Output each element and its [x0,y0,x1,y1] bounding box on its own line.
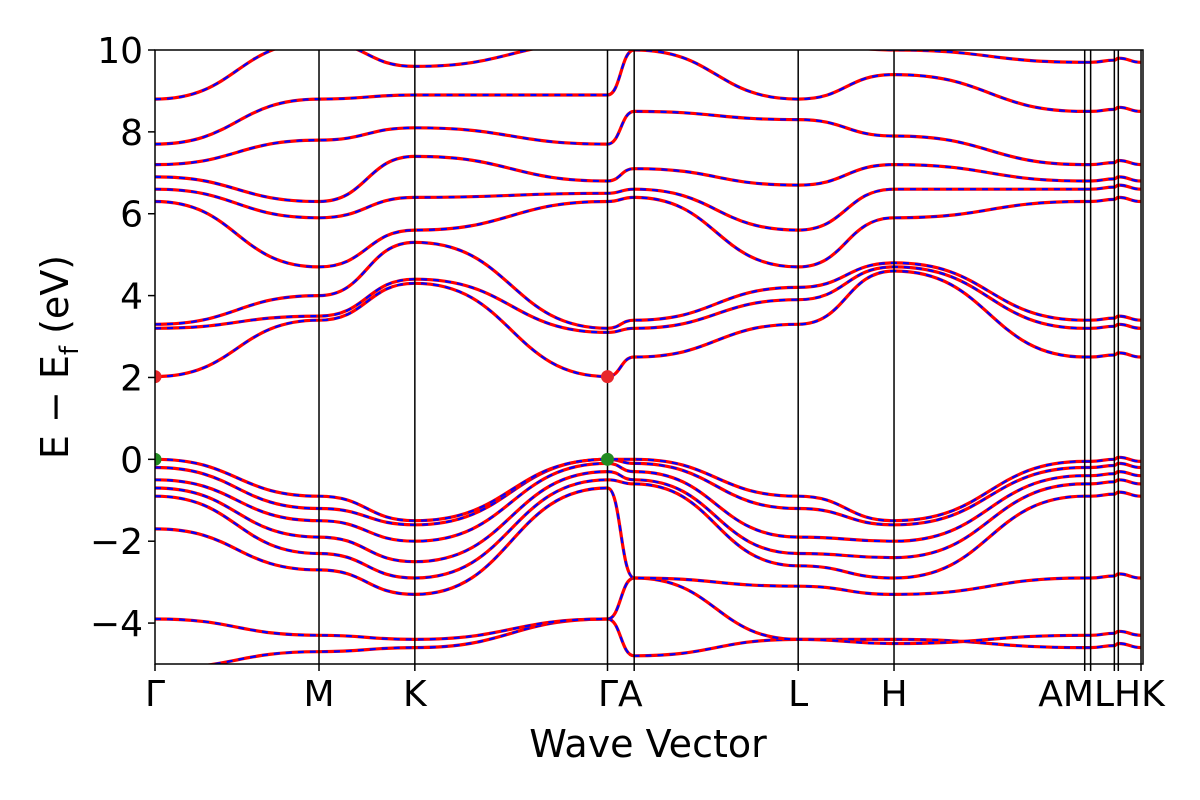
band-line-dashed-2 [155,486,1085,596]
y-axis-title-unit: (eV) [33,255,77,346]
y-tick-label-0: −4 [90,604,143,645]
x-tick-label-4: L [788,674,808,715]
x-tick-label-2: K [403,674,428,715]
plot-frame [154,49,1144,665]
y-tick-label-5: 6 [120,195,143,236]
band-line-dashed-12 [155,188,1085,232]
x-tick-label-1: M [303,674,334,715]
y-tick-label-2: 0 [120,440,143,481]
x-tick-label-3: ΓA [598,674,643,715]
high-symmetry-lines [318,50,1142,664]
x-axis-title: Wave Vector [529,722,767,766]
cbm-marker-2 [155,370,162,384]
band-line-dashed-0 [206,617,1085,664]
y-tick-label-7: 10 [97,31,143,72]
y-tick-label-4: 4 [120,277,143,318]
y-tick-label-1: −2 [90,522,143,563]
y-axis-title: E − Ef (eV) [33,255,85,459]
vbm-marker-0 [155,452,162,466]
x-tick-label-0: Γ [145,674,165,715]
band-edge-markers [155,370,615,466]
vbm-marker-1 [601,452,615,466]
y-tick-label-6: 8 [120,113,143,154]
band-line-dashed-3 [155,478,1085,580]
x-axis-ticks: Γ M K ΓA L H AMLHK [145,664,1166,715]
y-axis-title-subscript: f [55,345,85,355]
band-line-dashed-13 [155,155,1085,203]
y-tick-label-3: 2 [120,358,143,399]
cbm-marker-3 [601,370,615,384]
x-tick-label-5: H [880,674,907,715]
y-axis-ticks: −4 −2 0 2 4 6 8 10 [90,31,155,645]
x-tick-label-6: AMLHK [1038,674,1166,715]
y-axis-title-main: E − E [33,355,77,459]
